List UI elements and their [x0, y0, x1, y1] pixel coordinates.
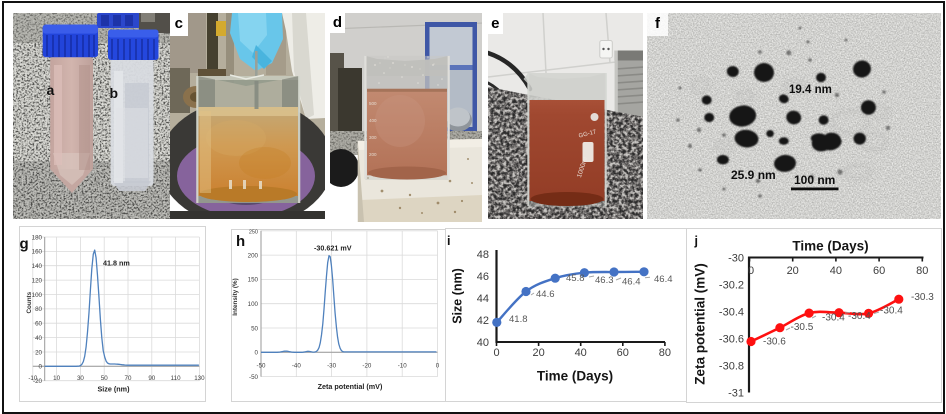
svg-text:-30.4: -30.4: [719, 307, 744, 319]
svg-text:130: 130: [194, 375, 205, 382]
svg-text:40: 40: [830, 265, 842, 277]
svg-text:-10: -10: [398, 363, 408, 370]
svg-text:44.6: 44.6: [536, 289, 555, 300]
svg-text:0: 0: [748, 265, 754, 277]
svg-text:41.8 nm: 41.8 nm: [103, 259, 130, 268]
svg-text:Size (nm): Size (nm): [451, 268, 465, 324]
svg-text:Zeta potential (mV): Zeta potential (mV): [318, 382, 383, 391]
svg-text:40: 40: [575, 347, 587, 359]
svg-text:-30.6: -30.6: [719, 334, 744, 346]
svg-text:20: 20: [787, 265, 799, 277]
svg-text:10: 10: [53, 375, 60, 382]
svg-text:60: 60: [35, 321, 42, 328]
svg-text:60: 60: [617, 347, 629, 359]
svg-text:44: 44: [477, 293, 489, 305]
svg-text:0: 0: [493, 347, 499, 359]
svg-text:40: 40: [35, 335, 42, 342]
svg-text:20: 20: [35, 349, 42, 356]
svg-text:110: 110: [171, 375, 181, 382]
svg-text:-30.2: -30.2: [719, 280, 744, 292]
svg-text:-31: -31: [728, 388, 744, 400]
svg-text:140: 140: [32, 263, 43, 270]
svg-text:-30.4: -30.4: [880, 306, 903, 317]
svg-text:400: 400: [369, 118, 377, 123]
svg-text:80: 80: [659, 347, 671, 359]
svg-text:j: j: [694, 234, 698, 248]
svg-text:g: g: [20, 236, 29, 253]
svg-text:i: i: [447, 234, 450, 248]
svg-text:160: 160: [32, 249, 43, 256]
svg-text:200: 200: [248, 252, 259, 259]
svg-text:50: 50: [101, 375, 108, 382]
svg-text:-40: -40: [292, 363, 302, 370]
svg-text:-30.5: -30.5: [791, 322, 814, 333]
svg-text:100: 100: [32, 292, 43, 299]
svg-text:b: b: [109, 85, 118, 101]
svg-text:-50: -50: [249, 374, 259, 381]
svg-text:-30: -30: [728, 253, 744, 265]
svg-text:-30.4: -30.4: [848, 311, 871, 322]
svg-text:40: 40: [477, 337, 489, 349]
svg-text:500: 500: [369, 101, 377, 106]
svg-text:180: 180: [32, 234, 43, 241]
svg-text:46: 46: [477, 271, 489, 283]
svg-text:150: 150: [248, 277, 259, 284]
svg-text:48: 48: [477, 249, 489, 261]
svg-text:41.8: 41.8: [509, 314, 528, 325]
svg-text:0: 0: [436, 363, 440, 370]
svg-text:80: 80: [916, 265, 928, 277]
svg-text:Zeta potential (mV): Zeta potential (mV): [693, 263, 708, 385]
svg-text:-30.3: -30.3: [911, 292, 934, 303]
svg-text:Intensity (%): Intensity (%): [232, 278, 239, 315]
svg-text:120: 120: [32, 277, 43, 284]
svg-text:Counts: Counts: [26, 291, 33, 313]
svg-text:46.4: 46.4: [654, 274, 673, 285]
svg-text:42: 42: [477, 315, 489, 327]
svg-text:25.9 nm: 25.9 nm: [731, 168, 776, 182]
svg-text:Size (nm): Size (nm): [98, 385, 131, 394]
svg-text:-30.6: -30.6: [763, 337, 786, 348]
svg-text:70: 70: [125, 375, 132, 382]
svg-text:100: 100: [248, 301, 259, 308]
svg-text:-10: -10: [28, 375, 38, 382]
svg-text:50: 50: [251, 325, 258, 332]
svg-text:-30.4: -30.4: [822, 313, 845, 324]
svg-text:-30.8: -30.8: [719, 361, 744, 373]
svg-text:250: 250: [249, 230, 258, 236]
svg-text:Time (Days): Time (Days): [537, 369, 613, 384]
svg-text:-50: -50: [257, 363, 267, 370]
svg-text:-30: -30: [327, 363, 337, 370]
svg-text:-20: -20: [33, 378, 43, 385]
svg-text:0: 0: [255, 350, 259, 357]
svg-text:-30.621 mV: -30.621 mV: [314, 244, 352, 253]
svg-text:46.4: 46.4: [622, 277, 641, 288]
svg-text:300: 300: [369, 135, 377, 140]
svg-text:h: h: [236, 233, 245, 250]
svg-text:30: 30: [77, 375, 84, 382]
svg-text:80: 80: [35, 306, 42, 313]
svg-text:60: 60: [873, 265, 885, 277]
svg-text:Time (Days): Time (Days): [792, 239, 868, 254]
svg-text:90: 90: [148, 375, 155, 382]
svg-text:-20: -20: [362, 363, 372, 370]
svg-text:GG-17: GG-17: [578, 129, 598, 139]
svg-text:100 nm: 100 nm: [794, 173, 835, 187]
svg-text:a: a: [46, 82, 54, 98]
svg-text:45.8: 45.8: [566, 273, 585, 284]
svg-text:20: 20: [532, 347, 544, 359]
svg-text:46.3: 46.3: [595, 275, 614, 286]
svg-text:19.4 nm: 19.4 nm: [789, 84, 832, 96]
svg-text:0: 0: [39, 364, 43, 371]
svg-text:200: 200: [369, 152, 377, 157]
